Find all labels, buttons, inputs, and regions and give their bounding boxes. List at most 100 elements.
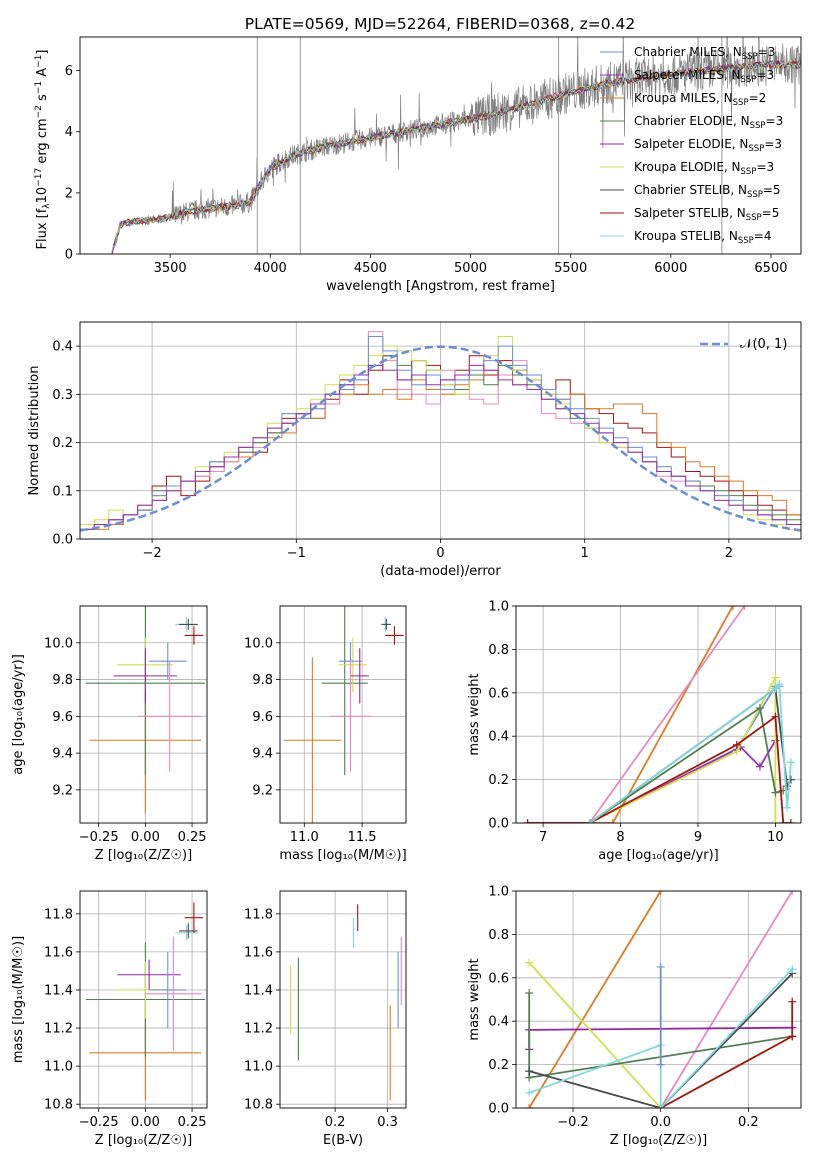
data-point bbox=[381, 618, 391, 630]
weight-marker bbox=[608, 819, 617, 823]
weight-marker bbox=[525, 988, 534, 997]
y-tick-label: 0.4 bbox=[488, 730, 509, 745]
x-tick-label: 2 bbox=[725, 546, 733, 561]
legend-label: Chabrier MILES, N bbox=[634, 45, 742, 59]
data-point bbox=[117, 959, 181, 990]
y-tick-label: 9.8 bbox=[52, 673, 73, 688]
weight-line bbox=[527, 715, 791, 823]
y-tick-label: 0.3 bbox=[52, 388, 73, 403]
y-axis-label-part: erg cm bbox=[35, 118, 50, 167]
x-tick-label: 9 bbox=[694, 830, 702, 845]
x-axis-label: mass [log₁₀(M/M☉)] bbox=[279, 848, 406, 863]
y-axis-label: Flux [fλ10−17 erg cm−2 s−1 A−1] bbox=[34, 50, 52, 250]
legend-value: =4 bbox=[754, 229, 772, 243]
weight-line bbox=[527, 606, 734, 823]
y-tick-label: 4 bbox=[65, 125, 73, 140]
y-tick-label: 0.6 bbox=[488, 686, 509, 701]
weight-marker bbox=[728, 606, 737, 610]
plot-area bbox=[523, 606, 795, 823]
x-tick-label: 5000 bbox=[454, 261, 487, 276]
y-axis-label-part: s bbox=[35, 94, 50, 105]
weight-marker bbox=[771, 788, 780, 797]
y-tick-label: 0.4 bbox=[488, 1015, 509, 1030]
weight-marker bbox=[788, 1032, 797, 1041]
weight-marker bbox=[771, 819, 780, 823]
weight-marker bbox=[755, 762, 764, 771]
x-tick-label: 3500 bbox=[154, 261, 187, 276]
x-tick-label: 0.2 bbox=[325, 1115, 346, 1130]
data-point bbox=[113, 648, 178, 704]
legend-sub: SSP bbox=[747, 190, 763, 200]
y-tick-label: 11.6 bbox=[44, 945, 73, 960]
y-tick-label: 0.2 bbox=[52, 436, 73, 451]
y-tick-label: 11.2 bbox=[244, 1022, 273, 1037]
legend-value: =2 bbox=[749, 91, 767, 105]
y-tick-label: 11.0 bbox=[244, 1060, 273, 1075]
x-tick-label: 6000 bbox=[654, 261, 687, 276]
data-point bbox=[329, 661, 372, 772]
weight-marker bbox=[775, 680, 784, 689]
x-tick-label: 4000 bbox=[254, 261, 287, 276]
axes-frame bbox=[79, 321, 802, 540]
weight-line bbox=[659, 891, 793, 1108]
weight-marker bbox=[732, 740, 741, 749]
y-axis-label-part: 10 bbox=[35, 187, 50, 204]
data-point bbox=[321, 606, 368, 776]
axes-frame bbox=[79, 36, 802, 255]
data-point bbox=[178, 923, 198, 939]
legend-label: Kroupa MILES, N bbox=[634, 91, 733, 105]
y-tick-label: 9.8 bbox=[252, 673, 273, 688]
plot-area bbox=[85, 902, 206, 1101]
axes-age_vs_z: −0.25 0.00 0.25 9.2 9.4 9.6 9.8 10.0 Z [log₁₀(Z/… bbox=[11, 605, 208, 863]
x-axis-label: age [log₁₀(age/yr)] bbox=[598, 848, 719, 863]
model-spectrum-kroupa_stelib bbox=[111, 61, 801, 252]
weight-marker bbox=[656, 1104, 665, 1108]
weight-line bbox=[528, 972, 793, 1108]
model-spectrum-kroupa_miles bbox=[111, 60, 801, 254]
axes-weight_vs_age: 7 8 9 10 0.0 0.2 0.4 0.6 0.8 1.0 age [log₁₀(age/yr… bbox=[467, 600, 802, 863]
y-tick-label: 10.0 bbox=[244, 636, 273, 651]
y-tick-label: 0 bbox=[65, 248, 73, 263]
histogram-series bbox=[80, 364, 801, 530]
plot-area bbox=[85, 606, 206, 814]
y-tick-label: 6 bbox=[65, 64, 73, 79]
legend-value: =3 bbox=[766, 114, 784, 128]
legend-label: Salpeter MILES, N bbox=[634, 68, 741, 82]
y-tick-label: 11.2 bbox=[44, 1022, 73, 1037]
y-tick-label: 0.0 bbox=[52, 533, 73, 548]
model-spectrum-chabrier_stelib bbox=[111, 59, 801, 252]
legend-sub: SSP bbox=[741, 75, 757, 85]
y-tick-label: 0.8 bbox=[488, 643, 509, 658]
y-axis-label-part: −2 bbox=[34, 105, 44, 118]
model-spectrum-salpeter_stelib bbox=[111, 59, 801, 254]
weight-marker bbox=[656, 891, 665, 895]
weight-marker bbox=[656, 962, 665, 971]
y-tick-label: 9.2 bbox=[52, 783, 73, 798]
figure-title: PLATE=0569, MJD=52264, FIBERID=0368, z=0… bbox=[245, 15, 635, 33]
data-point bbox=[385, 626, 404, 645]
weight-marker bbox=[525, 958, 534, 967]
data-point bbox=[184, 902, 204, 933]
y-tick-label: 11.8 bbox=[44, 907, 73, 922]
y-tick-label: 0.0 bbox=[488, 1102, 509, 1117]
weight-marker bbox=[740, 606, 749, 610]
legend-value: =5 bbox=[763, 183, 781, 197]
x-axis-label: E(B-V) bbox=[323, 1133, 363, 1148]
legend-sub: SSP bbox=[750, 121, 766, 131]
y-axis-label-part: λ bbox=[42, 203, 52, 209]
legend-entry: Kroupa STELIB, NSSP=4 bbox=[634, 229, 772, 246]
legend-sub: SSP bbox=[742, 52, 758, 62]
axes-mass_vs_z: −0.25 0.00 0.25 10.8 11.0 11.2 11.4 11.6 11.8 Z [… bbox=[11, 890, 208, 1148]
legend-label: Kroupa ELODIE, N bbox=[634, 160, 741, 174]
weight-marker bbox=[786, 775, 795, 784]
legend-sub: SSP bbox=[746, 213, 762, 223]
x-tick-label: 5500 bbox=[554, 261, 587, 276]
y-tick-label: 0.2 bbox=[488, 773, 509, 788]
y-tick-label: 0.1 bbox=[52, 484, 73, 499]
y-axis-label-part: −1 bbox=[34, 55, 44, 68]
y-axis-label: Normed distribution bbox=[27, 366, 42, 496]
weight-marker bbox=[755, 703, 764, 712]
axes-mass_vs_ebv: 0.2 0.3 10.8 11.0 11.2 11.4 11.6 11.8 E(B-V) bbox=[244, 890, 407, 1148]
data-point bbox=[283, 657, 342, 823]
